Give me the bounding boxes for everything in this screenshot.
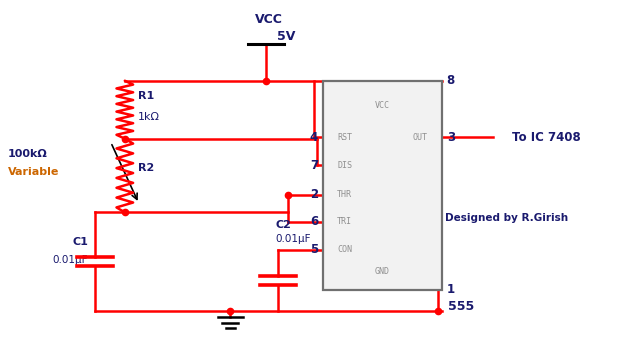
Text: 8: 8: [447, 74, 455, 87]
Text: C1: C1: [72, 237, 88, 247]
Text: 0.01μF: 0.01μF: [53, 255, 88, 265]
Text: Variable: Variable: [8, 167, 59, 177]
Text: 1kΩ: 1kΩ: [138, 112, 159, 122]
Text: R2: R2: [138, 164, 154, 173]
Text: 555: 555: [448, 300, 474, 313]
Text: To IC 7408: To IC 7408: [512, 131, 580, 144]
Text: VCC: VCC: [255, 13, 283, 26]
Text: C2: C2: [275, 220, 291, 230]
Text: RST: RST: [337, 133, 352, 141]
Text: 5: 5: [310, 243, 318, 256]
Text: GND: GND: [375, 267, 390, 276]
Text: TRI: TRI: [337, 217, 352, 226]
Text: 4: 4: [310, 131, 318, 144]
Text: OUT: OUT: [413, 133, 428, 141]
Text: DIS: DIS: [337, 161, 352, 170]
Text: 5V: 5V: [277, 30, 296, 44]
Text: Designed by R.Girish: Designed by R.Girish: [445, 213, 568, 223]
Text: 3: 3: [447, 131, 455, 144]
Text: VCC: VCC: [375, 101, 390, 110]
Text: 2: 2: [310, 188, 318, 201]
Bar: [323, 81, 442, 290]
Text: THR: THR: [337, 190, 352, 199]
Text: 7: 7: [310, 159, 318, 172]
Text: R1: R1: [138, 91, 154, 101]
Text: 0.01μF: 0.01μF: [275, 234, 310, 244]
Text: 6: 6: [310, 215, 318, 228]
Text: 1: 1: [447, 283, 455, 296]
Text: CON: CON: [337, 245, 352, 254]
Text: 100kΩ: 100kΩ: [8, 150, 47, 159]
